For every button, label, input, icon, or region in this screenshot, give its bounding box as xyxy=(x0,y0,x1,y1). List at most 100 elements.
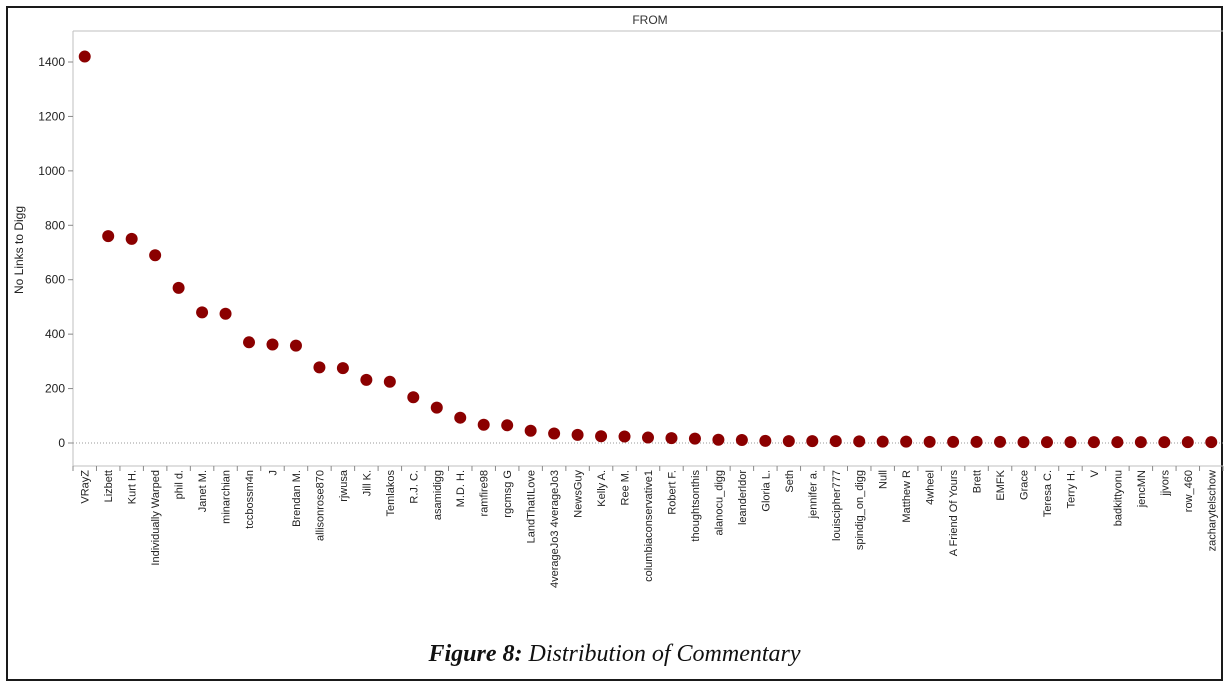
x-tick-group: VRayZ Lizbett Kurt H. Individually Warped ph… xyxy=(72,466,1224,588)
data-point xyxy=(454,411,467,424)
data-point xyxy=(1134,436,1147,449)
x-tick-label: thoughtsonthis xyxy=(690,470,702,542)
x-tick-label: ramfire98 xyxy=(479,470,491,516)
data-point xyxy=(829,435,842,448)
data-point xyxy=(571,428,584,441)
data-point xyxy=(1205,436,1218,449)
x-tick-label: Robert F. xyxy=(666,470,678,515)
x-tick-label: Lizbett xyxy=(103,470,115,502)
x-tick-label: alanocu_digg xyxy=(713,470,725,535)
x-tick-label: VRayZ xyxy=(80,470,92,504)
data-point xyxy=(923,435,936,448)
x-tick-label: M.D. H. xyxy=(455,470,467,507)
data-point xyxy=(759,434,772,447)
data-point xyxy=(407,391,420,404)
x-tick-label: asamidigg xyxy=(432,470,444,520)
x-tick-label: allisonrose870 xyxy=(314,470,326,541)
data-point xyxy=(900,435,913,448)
x-tick-label: NewsGuy xyxy=(573,470,585,518)
figure-text: Distribution of Commentary xyxy=(522,641,801,667)
data-point xyxy=(430,401,443,414)
data-point xyxy=(336,362,349,375)
data-point xyxy=(1040,436,1053,449)
x-tick-label: Null xyxy=(878,470,890,489)
x-tick-label: Grace xyxy=(1019,470,1031,500)
data-point xyxy=(595,430,608,443)
data-point xyxy=(853,435,866,448)
y-tick-label: 0 xyxy=(58,436,65,450)
x-tick-label: 4verageJo3 4verageJo3 xyxy=(549,470,561,588)
x-tick-label: columbiaconservative1 xyxy=(643,470,655,582)
y-tick-label: 800 xyxy=(45,218,65,232)
data-point xyxy=(196,306,209,319)
x-tick-label: rgcmsg G xyxy=(502,470,514,518)
data-point xyxy=(383,375,396,388)
x-tick-label: row_460 xyxy=(1183,470,1195,512)
x-tick-label: jencMN xyxy=(1136,470,1148,508)
x-tick-label: zacharytelschow xyxy=(1206,470,1218,551)
data-point xyxy=(665,432,678,445)
y-tick-label: 200 xyxy=(45,382,65,396)
x-tick-label: tccbossm4n xyxy=(244,470,256,529)
x-tick-label: rjwusa xyxy=(338,469,350,502)
data-point xyxy=(1181,436,1194,449)
chart-frame xyxy=(6,6,1223,681)
data-point xyxy=(266,338,279,351)
figure-caption: Figure 8: Distribution of Commentary xyxy=(0,641,1229,668)
data-point xyxy=(618,430,631,443)
x-tick-label: Kelly A. xyxy=(596,470,608,507)
x-tick-label: J xyxy=(267,470,279,476)
data-point xyxy=(735,434,748,447)
x-tick-label: louiscipher777 xyxy=(831,470,843,541)
x-tick-label: phil d. xyxy=(174,470,186,499)
x-tick-label: V xyxy=(1089,469,1101,477)
x-tick-label: A Friend Of Yours xyxy=(948,470,960,557)
data-point xyxy=(501,419,514,432)
panel-header: FROM xyxy=(632,13,667,27)
x-tick-label: LandThatILove xyxy=(526,470,538,543)
data-point xyxy=(313,361,326,374)
data-point xyxy=(876,435,889,448)
y-tick-label: 1400 xyxy=(38,55,65,69)
data-point xyxy=(642,431,654,444)
data-point xyxy=(243,336,256,349)
y-tick-label: 600 xyxy=(45,273,65,287)
data-point xyxy=(289,339,302,352)
x-tick-label: jjvors xyxy=(1159,470,1171,497)
x-tick-label: Teresa C. xyxy=(1042,470,1054,517)
data-point xyxy=(994,435,1007,448)
data-point xyxy=(1158,436,1171,449)
x-tick-label: Kurt H. xyxy=(127,470,139,504)
data-point xyxy=(524,424,537,437)
data-point xyxy=(1017,436,1030,449)
x-tick-label: Gloria L. xyxy=(760,470,772,512)
data-points xyxy=(78,50,1218,449)
data-point xyxy=(1087,436,1100,449)
y-tick-label: 400 xyxy=(45,327,65,341)
data-point xyxy=(172,281,185,294)
x-tick-label: Jill K. xyxy=(361,470,373,496)
x-tick-label: Seth xyxy=(784,470,796,493)
x-tick-label: Matthew R xyxy=(901,470,913,523)
data-point xyxy=(149,249,162,262)
x-tick-label: Individually Warped xyxy=(150,470,162,566)
data-point xyxy=(78,50,91,63)
x-tick-label: Temlakos xyxy=(385,470,397,517)
x-tick-label: spindig_on_digg xyxy=(854,470,866,550)
data-point xyxy=(477,418,490,431)
data-point xyxy=(806,435,819,448)
data-point xyxy=(125,232,138,245)
data-point xyxy=(360,373,373,386)
x-tick-label: Brendan M. xyxy=(291,470,303,527)
x-tick-label: EMFK xyxy=(995,469,1007,500)
data-point xyxy=(688,432,701,445)
y-tick-group: 0 200 400 600 800 1000 1200 1400 xyxy=(38,55,1223,450)
x-tick-label: Ree M. xyxy=(620,470,632,505)
x-tick-label: Terry H. xyxy=(1065,470,1077,509)
y-axis-label: No Links to Digg xyxy=(12,206,26,294)
x-tick-label: minarchian xyxy=(221,470,233,524)
x-tick-label: R.J. C. xyxy=(408,470,420,504)
x-tick-label: badkittyonu xyxy=(1112,470,1124,526)
data-point xyxy=(219,307,232,320)
